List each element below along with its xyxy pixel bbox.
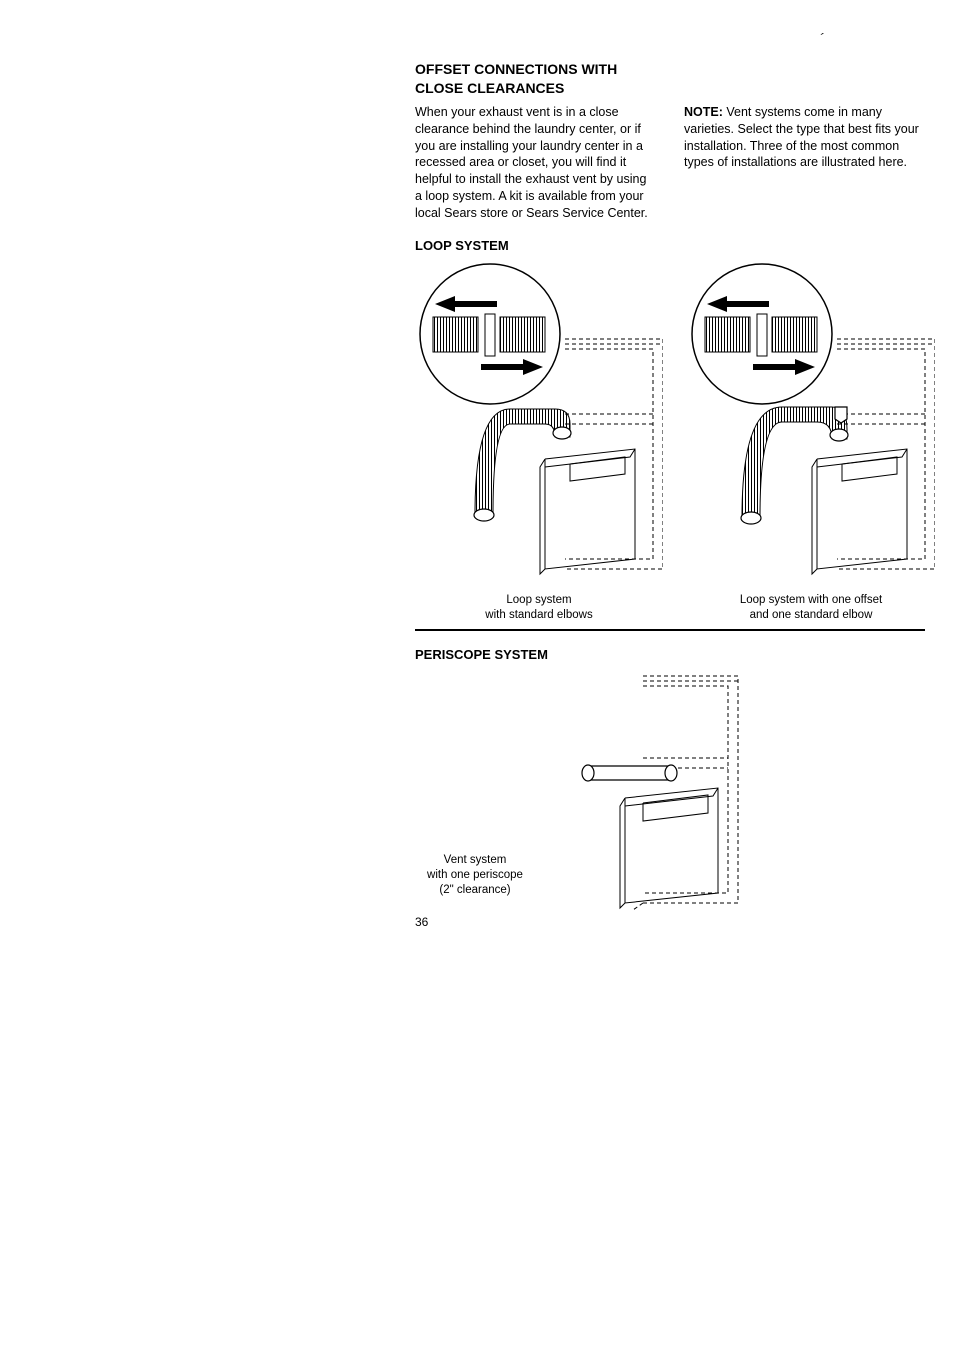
caption-2-line-2: and one standard elbow <box>750 609 873 621</box>
corner-mark: ´ <box>819 30 824 46</box>
caption-3-line-1: Vent system <box>444 854 507 866</box>
intro-right-col: NOTE: Vent systems come in many varietie… <box>684 104 925 222</box>
figure-1-caption: Loop system with standard elbows <box>415 593 663 623</box>
caption-1-line-2: with standard elbows <box>485 609 592 621</box>
loop-figures-row: Loop system with standard elbows <box>415 259 925 623</box>
periscope-heading: PERISCOPE SYSTEM <box>415 647 925 662</box>
document-page: ´ OFFSET CONNECTIONS WITH CLOSE CLEARANC… <box>0 0 954 1349</box>
figure-2-caption: Loop system with one offset and one stan… <box>687 593 935 623</box>
figure-loop-offset: Loop system with one offset and one stan… <box>687 259 935 623</box>
intro-left-col: When your exhaust vent is in a close cle… <box>415 104 656 222</box>
figure-periscope <box>543 668 743 918</box>
page-number: 36 <box>415 915 428 929</box>
section-heading: OFFSET CONNECTIONS WITH CLOSE CLEARANCES <box>415 60 925 98</box>
periscope-figure-wrap: Vent system with one periscope (2" clear… <box>415 668 925 918</box>
intro-left-text: When your exhaust vent is in a close cle… <box>415 105 648 220</box>
heading-line-1: OFFSET CONNECTIONS WITH <box>415 61 617 77</box>
loop-system-heading: LOOP SYSTEM <box>415 238 925 253</box>
note-label: NOTE: <box>684 105 723 119</box>
figure-loop-standard: Loop system with standard elbows <box>415 259 663 623</box>
section-divider <box>415 629 925 631</box>
content-block: OFFSET CONNECTIONS WITH CLOSE CLEARANCES… <box>415 60 925 918</box>
caption-2-line-1: Loop system with one offset <box>740 594 882 606</box>
caption-3-line-2: with one periscope <box>427 869 523 881</box>
heading-line-2: CLOSE CLEARANCES <box>415 80 564 96</box>
figure-3-caption: Vent system with one periscope (2" clear… <box>415 853 535 898</box>
intro-columns: When your exhaust vent is in a close cle… <box>415 104 925 222</box>
caption-3-line-3: (2" clearance) <box>439 884 510 896</box>
caption-1-line-1: Loop system <box>506 594 571 606</box>
